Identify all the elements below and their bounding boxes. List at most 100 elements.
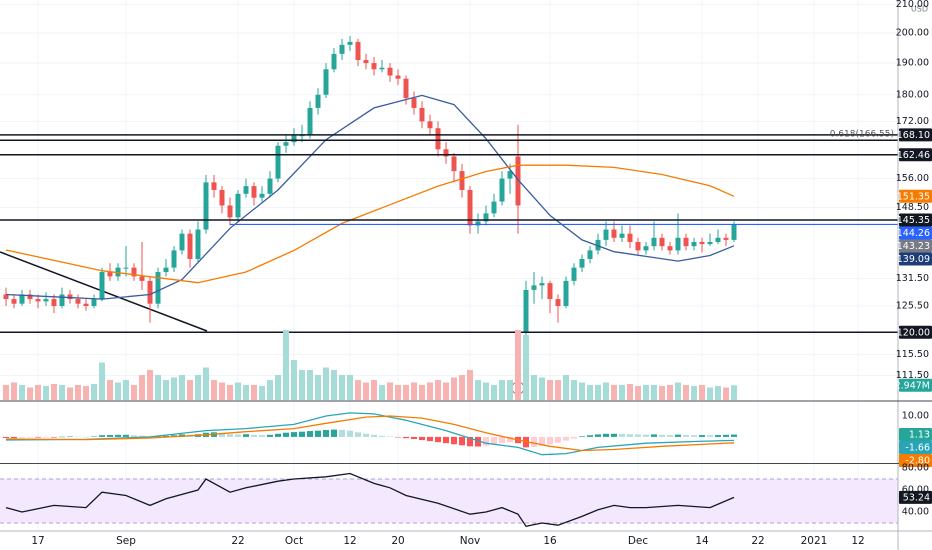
candle-body xyxy=(195,229,201,259)
candle-body xyxy=(491,201,497,214)
volume-bar xyxy=(523,335,529,400)
macd-histogram-bar xyxy=(67,436,73,437)
candle-body xyxy=(99,272,105,300)
candle-body xyxy=(107,272,113,277)
candle-body xyxy=(203,182,209,230)
volume-bar xyxy=(403,385,409,400)
volume-bar xyxy=(683,385,689,400)
candle-body xyxy=(427,121,433,129)
candle-body xyxy=(51,299,57,307)
candle-body xyxy=(483,213,489,222)
y-tick-label: 131.50 xyxy=(896,273,929,284)
macd-histogram-bar xyxy=(347,430,353,437)
candle-body xyxy=(283,142,289,146)
y-tick-label: 125.50 xyxy=(896,301,929,312)
candle-body xyxy=(11,299,17,304)
x-tick-label: 14 xyxy=(695,535,709,547)
candle-body xyxy=(123,267,129,269)
candle-body xyxy=(571,267,577,281)
volume-bar xyxy=(651,385,657,400)
candle-body xyxy=(67,294,73,300)
candle-body xyxy=(435,128,441,150)
candle-body xyxy=(291,135,297,143)
volume-bar xyxy=(507,380,513,400)
volume-bar xyxy=(491,385,497,400)
y-tick-label: 190.00 xyxy=(896,58,929,69)
x-tick-label: 17 xyxy=(31,535,44,547)
volume-bar xyxy=(187,380,193,400)
candle-body xyxy=(515,156,521,206)
volume-bar xyxy=(3,385,9,400)
candle-body xyxy=(547,283,553,300)
volume-bar xyxy=(603,382,609,400)
price-tag xyxy=(899,490,932,504)
price-tag-label: 145.35 xyxy=(897,215,930,226)
candle-body xyxy=(91,299,97,307)
rsi-band xyxy=(0,478,898,523)
macd-histogram-bar xyxy=(643,434,649,437)
volume-bar xyxy=(27,387,33,400)
volume-bar xyxy=(443,382,449,400)
volume-bar xyxy=(635,386,641,400)
macd-histogram-bar xyxy=(603,433,609,437)
volume-bar xyxy=(627,384,633,400)
price-tag xyxy=(899,226,932,240)
price-tag xyxy=(899,378,932,392)
macd-histogram-bar xyxy=(699,435,705,437)
volume-bar xyxy=(299,370,305,400)
macd-histogram-bar xyxy=(411,436,417,440)
candle-body xyxy=(267,178,273,194)
macd-histogram-bar xyxy=(291,432,297,437)
macd-histogram-bar xyxy=(307,431,313,437)
candle-body xyxy=(227,205,233,218)
price-tag xyxy=(899,128,932,142)
x-tick-label: Oct xyxy=(285,535,303,547)
price-tag-label: 1.13 xyxy=(909,430,930,441)
candle-body xyxy=(587,250,593,259)
macd-histogram-bar xyxy=(635,434,641,437)
volume-bar xyxy=(331,370,337,400)
candle-body xyxy=(635,241,641,251)
macd-histogram-bar xyxy=(139,435,145,437)
volume-bar xyxy=(731,385,737,400)
volume-bar xyxy=(203,367,209,400)
macd-histogram-bar xyxy=(267,434,273,437)
macd-histogram-bar xyxy=(667,435,673,437)
volume-bar xyxy=(563,375,569,400)
volume-bar xyxy=(571,380,577,400)
volume-bar xyxy=(395,385,401,400)
y-tick-label: 40.00 xyxy=(902,506,929,517)
candle-body xyxy=(531,285,537,290)
macd-histogram-bar xyxy=(579,436,585,437)
unit-label: USD xyxy=(911,5,928,14)
macd-histogram-bar xyxy=(371,434,377,437)
volume-bar xyxy=(587,385,593,400)
macd-histogram-bar xyxy=(731,434,737,437)
candle-body xyxy=(715,237,721,242)
macd-histogram-bar xyxy=(259,435,265,437)
series-line xyxy=(5,94,735,300)
macd-histogram-bar xyxy=(339,429,345,437)
volume-bar xyxy=(555,380,561,400)
candle-body xyxy=(171,250,177,268)
volume-bar xyxy=(715,386,721,400)
candle-body xyxy=(83,303,89,307)
volume-bar xyxy=(83,386,89,400)
candle-body xyxy=(627,233,633,242)
y-tick-label: 111.50 xyxy=(896,370,929,381)
macd-histogram-bar xyxy=(443,436,449,444)
y-tick-label: 80.00 xyxy=(902,462,929,473)
macd-histogram-bar xyxy=(35,436,41,438)
macd-histogram-bar xyxy=(403,436,409,439)
candle-body xyxy=(443,149,449,157)
volume-bar xyxy=(483,382,489,400)
candle-body xyxy=(3,294,9,300)
macd-histogram-bar xyxy=(11,436,17,439)
macd-histogram-bar xyxy=(387,436,393,437)
candle-body xyxy=(699,241,705,245)
candle-body xyxy=(235,193,241,218)
macd-histogram-bar xyxy=(707,435,713,437)
candle-body xyxy=(539,283,545,286)
